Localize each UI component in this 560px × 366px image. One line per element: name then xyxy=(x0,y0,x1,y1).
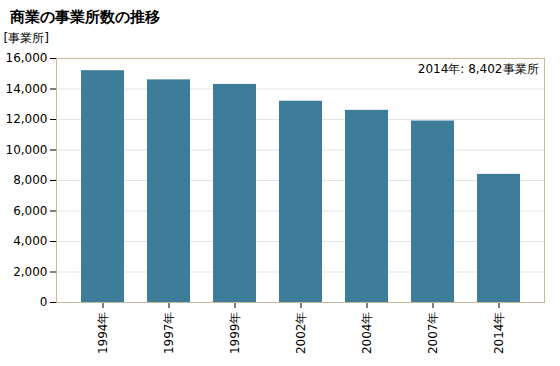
svg-text:1999年: 1999年 xyxy=(228,312,242,355)
svg-text:[事業所]: [事業所] xyxy=(4,31,49,45)
svg-text:2,000: 2,000 xyxy=(13,265,47,279)
svg-text:2007年: 2007年 xyxy=(426,312,440,355)
svg-text:4,000: 4,000 xyxy=(13,234,47,248)
svg-text:12,000: 12,000 xyxy=(6,112,48,126)
svg-text:2014年: 8,402事業所: 2014年: 8,402事業所 xyxy=(418,62,539,76)
svg-text:2004年: 2004年 xyxy=(360,312,374,355)
svg-text:1994年: 1994年 xyxy=(96,312,110,355)
html-text:商業の事業所数の推移: 商業の事業所数の推移 xyxy=(10,8,160,26)
svg-text:2002年: 2002年 xyxy=(294,312,308,355)
svg-text:16,000: 16,000 xyxy=(6,51,48,65)
svg-text:10,000: 10,000 xyxy=(6,143,48,157)
svg-text:14,000: 14,000 xyxy=(6,82,48,96)
svg-text:2014年: 2014年 xyxy=(492,312,506,355)
svg-text:6,000: 6,000 xyxy=(13,204,47,218)
svg-text:0: 0 xyxy=(40,295,48,309)
svg-text:1997年: 1997年 xyxy=(162,312,176,355)
svg-text:8,000: 8,000 xyxy=(13,173,47,187)
